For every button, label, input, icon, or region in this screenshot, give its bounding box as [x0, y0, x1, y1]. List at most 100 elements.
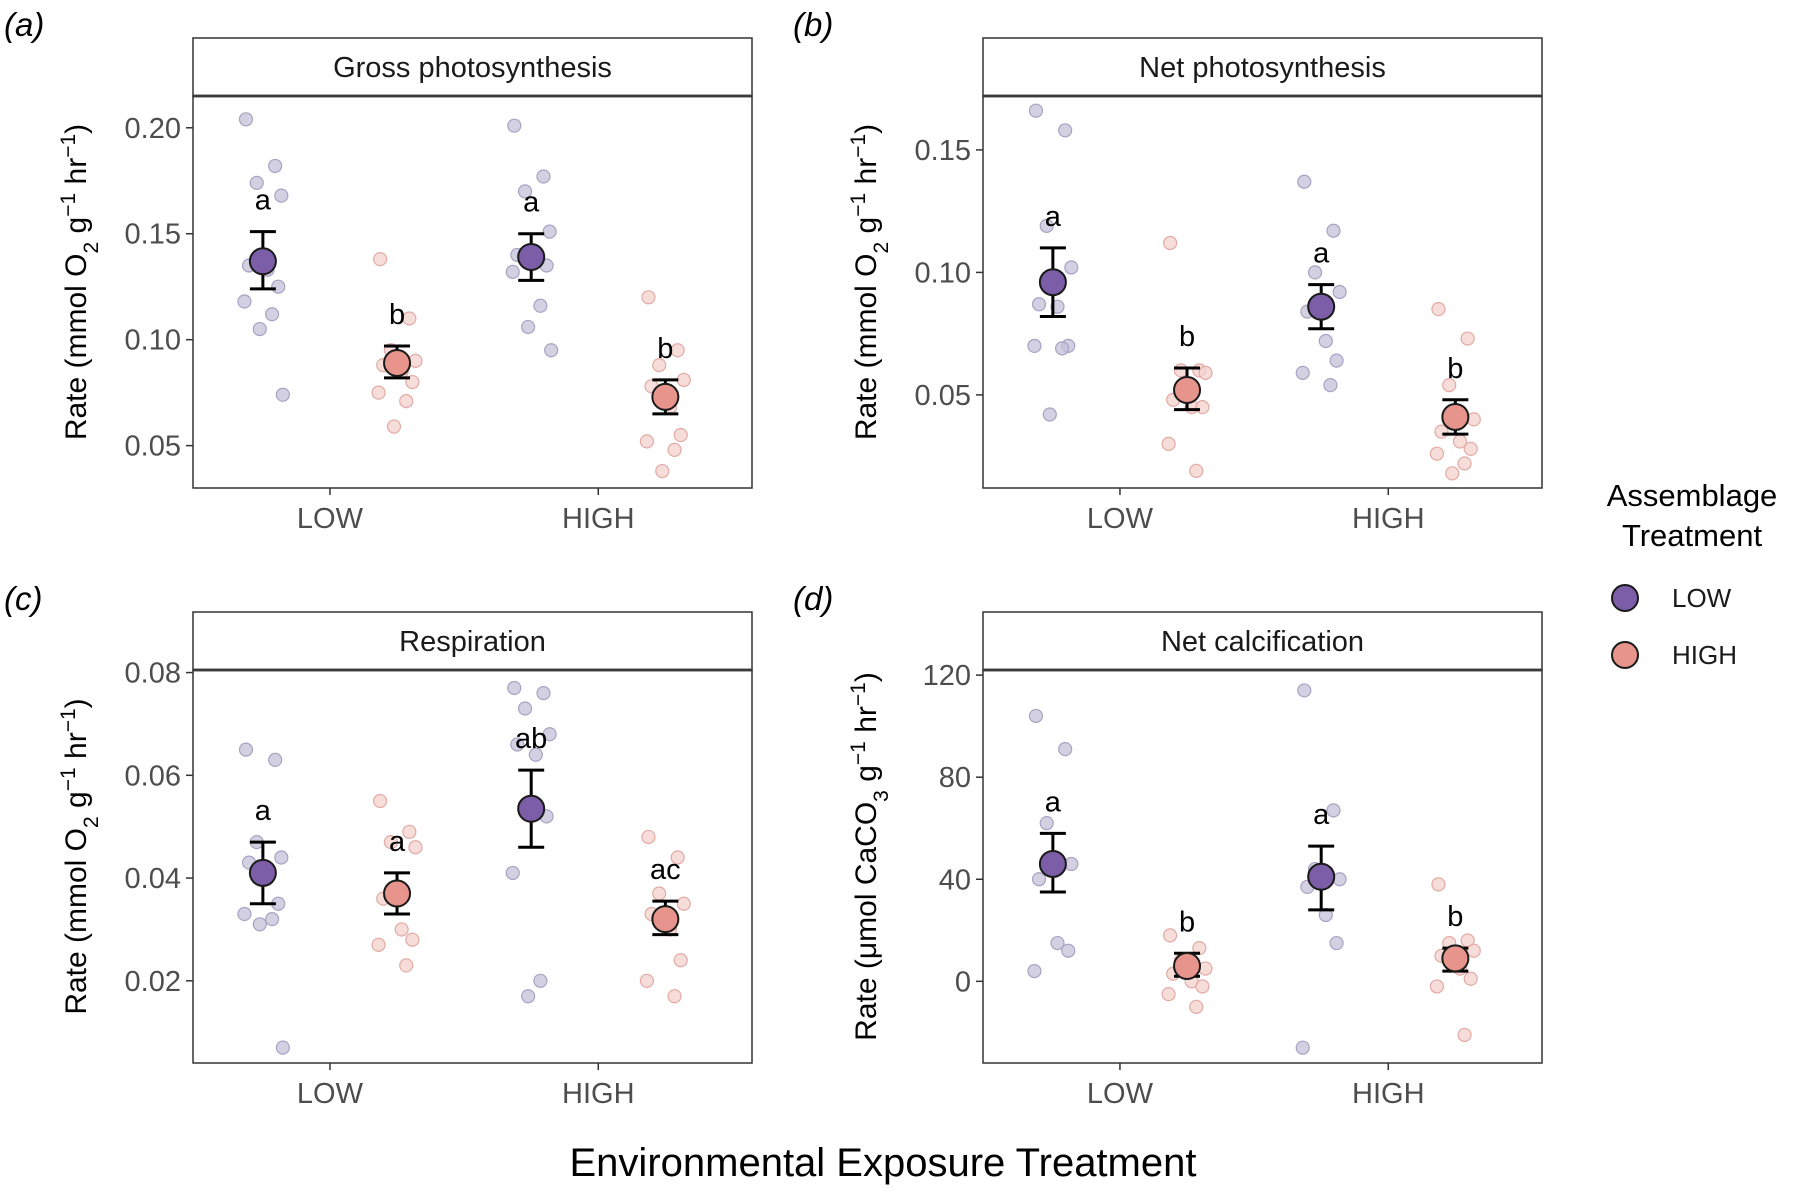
y-tick-label: 0.15: [125, 219, 181, 251]
y-tick-label: 0.08: [125, 658, 181, 690]
legend-low-label: LOW: [1672, 583, 1732, 613]
raw-point: [249, 175, 264, 190]
strip-box: [192, 611, 753, 671]
mean-point: [651, 382, 680, 411]
raw-point: [1195, 400, 1210, 415]
significance-label: a: [255, 185, 272, 217]
legend-low-swatch: [1611, 584, 1639, 612]
raw-point: [1463, 971, 1478, 986]
raw-point: [1042, 407, 1057, 422]
raw-point: [1189, 999, 1204, 1014]
significance-label: b: [1447, 353, 1463, 385]
raw-point: [1189, 463, 1204, 478]
raw-point: [639, 973, 655, 988]
raw-point: [237, 294, 252, 309]
y-tick-label: 0.05: [915, 380, 971, 412]
mean-point: [1038, 268, 1067, 297]
raw-point: [1058, 742, 1073, 757]
panels: (a) Gross photosynthesis 0.05 0.10 0.15 0.20 L…: [4, 6, 1543, 1110]
raw-point: [237, 906, 252, 922]
raw-point: [542, 224, 557, 239]
significance-label: b: [1447, 901, 1463, 933]
plot-border: [982, 95, 1543, 489]
raw-point: [371, 385, 386, 400]
x-tick-label: LOW: [1087, 503, 1154, 535]
raw-point: [394, 922, 409, 937]
raw-point: [1307, 265, 1323, 280]
significance-label: a: [1045, 201, 1062, 233]
y-tick-label: 0.06: [125, 760, 181, 792]
panel-letter: (b): [793, 6, 833, 43]
strip-box: [982, 611, 1543, 671]
mean-point: [1173, 376, 1202, 404]
raw-point: [1460, 331, 1475, 346]
significance-label: b: [1179, 321, 1195, 353]
y-tick-label: 0.02: [125, 966, 181, 998]
strip-title: Respiration: [399, 626, 546, 658]
raw-point: [1050, 935, 1065, 951]
raw-point: [271, 279, 286, 294]
mean-point: [517, 243, 546, 272]
plot-border: [192, 95, 753, 489]
raw-point: [652, 358, 667, 373]
raw-point: [1027, 964, 1042, 979]
raw-point: [1332, 872, 1347, 887]
significance-label: ab: [515, 723, 547, 755]
raw-point: [1466, 412, 1481, 427]
y-tick-label: 40: [939, 864, 971, 896]
raw-point: [1198, 961, 1213, 976]
mean-point: [1307, 862, 1336, 891]
raw-point: [676, 372, 691, 388]
raw-point: [1028, 708, 1044, 724]
legend-title-line2: Treatment: [1622, 518, 1763, 553]
x-tick-label: HIGH: [1352, 1078, 1425, 1110]
raw-point: [1326, 223, 1341, 238]
raw-point: [264, 912, 280, 927]
x-tick-label: HIGH: [562, 1078, 635, 1110]
raw-point: [639, 434, 655, 449]
significance-label: a: [255, 795, 272, 827]
y-axis-title: Rate (mmol O2 g−1 hr−1): [847, 124, 893, 440]
mean-point: [1173, 952, 1202, 981]
strip-box: [192, 37, 753, 97]
raw-point: [371, 937, 386, 952]
raw-point: [408, 353, 423, 368]
raw-point: [1295, 365, 1310, 380]
raw-point: [507, 680, 522, 696]
raw-point: [399, 394, 414, 409]
legend-title-line1: Assemblage: [1607, 478, 1778, 513]
raw-point: [275, 387, 290, 402]
raw-point: [1163, 928, 1178, 943]
raw-point: [655, 463, 670, 479]
mean-point: [651, 905, 680, 934]
raw-point: [521, 989, 536, 1004]
x-tick-label: LOW: [1087, 1078, 1154, 1110]
significance-label: b: [389, 299, 405, 331]
legend: Assemblage Treatment LOW HIGH: [1607, 478, 1778, 670]
panel-1: (a) Gross photosynthesis 0.05 0.10 0.15 0.20 L…: [4, 6, 753, 535]
raw-point: [1163, 235, 1178, 251]
raw-point: [507, 118, 522, 133]
raw-point: [274, 850, 289, 865]
raw-point: [1161, 986, 1176, 1002]
raw-point: [536, 686, 551, 701]
raw-point: [544, 343, 559, 358]
raw-point: [268, 158, 283, 174]
raw-point: [1161, 436, 1176, 451]
x-tick-label: LOW: [297, 1078, 364, 1110]
strip-title: Net photosynthesis: [1139, 52, 1386, 84]
raw-point: [1295, 1040, 1310, 1055]
raw-point: [1054, 341, 1070, 356]
raw-point: [667, 989, 682, 1004]
raw-point: [1028, 103, 1044, 118]
significance-label: b: [1179, 906, 1195, 938]
mean-point: [383, 348, 412, 377]
raw-point: [408, 840, 423, 855]
x-tick-label: HIGH: [1352, 503, 1425, 535]
legend-high-label: HIGH: [1672, 640, 1737, 670]
raw-point: [1429, 446, 1445, 461]
raw-point: [275, 1040, 290, 1055]
raw-point: [533, 298, 548, 313]
raw-point: [238, 742, 254, 757]
